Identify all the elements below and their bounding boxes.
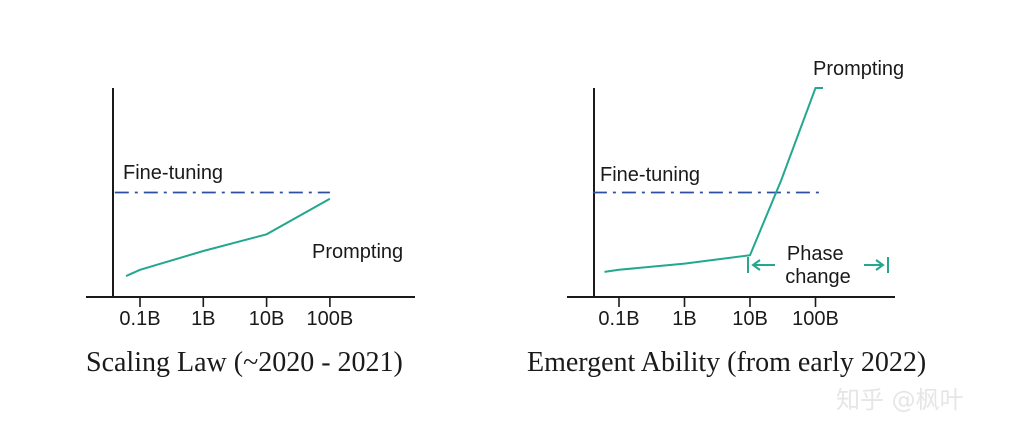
prompting-line [604,87,823,273]
x-tick-label: 10B [249,308,285,330]
x-tick-label: 0.1B [119,308,160,330]
phase-arrowhead-left [751,259,761,271]
x-tick-label: 0.1B [598,308,639,330]
fine-tuning-label: Fine-tuning [600,164,700,186]
prompting-label: Prompting [312,241,403,263]
phase-change-arrow [747,257,889,273]
x-tick-label: 100B [307,308,354,330]
prompting-label: Prompting [813,58,904,80]
x-tick-label: 100B [792,308,839,330]
phase-change-line-2: change [785,266,851,288]
scaling-law-panel: Fine-tuning Prompting Scaling Law (~2020… [86,88,415,378]
prompting-line [125,197,331,278]
phase-change-line-1: Phase [787,243,844,265]
chart-title: Scaling Law (~2020 - 2021) [86,347,403,378]
x-tick-label: 1B [191,308,215,330]
chart-title: Emergent Ability (from early 2022) [527,347,926,378]
emergent-ability-panel: Fine-tuning Prompting Phase change Emerg… [527,58,926,378]
watermark: 知乎 @枫叶 [836,386,964,414]
x-tick-label: 10B [732,308,768,330]
x-tick-label: 1B [672,308,696,330]
phase-change-annotation: Phase change [785,243,851,288]
fine-tuning-label: Fine-tuning [123,162,223,184]
phase-arrowhead-right [875,259,885,271]
